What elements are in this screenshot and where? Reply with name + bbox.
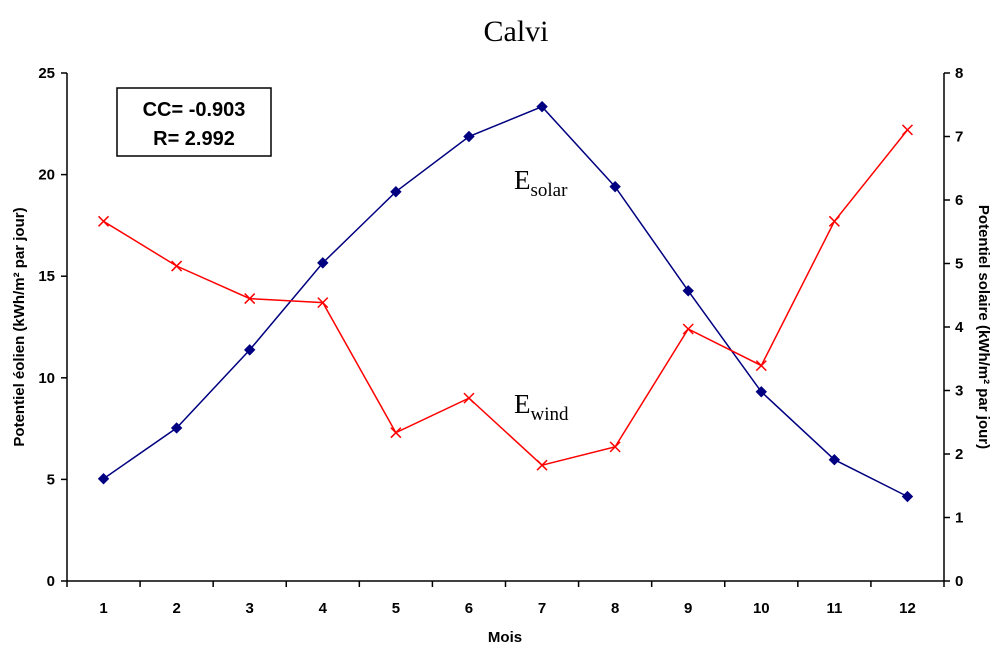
y-left-tick-label: 15 xyxy=(38,268,55,285)
series-layer xyxy=(97,100,914,503)
y-left-tick-label: 10 xyxy=(38,370,55,387)
series-annotation-solar-main: E xyxy=(514,165,531,195)
x-tick-label: 1 xyxy=(99,600,107,617)
data-point-solar xyxy=(828,454,841,466)
annotation-box: CC= -0.903 R= 2.992 xyxy=(116,87,272,157)
y-left-tick-label: 20 xyxy=(38,167,55,184)
data-point-solar xyxy=(609,180,621,193)
data-point-wind xyxy=(390,427,402,439)
x-tick-label: 9 xyxy=(684,600,692,617)
y-axis-left-label: Potentiel éolien (kWh/m² par jour) xyxy=(11,207,28,446)
annotation-cc: CC= -0.903 xyxy=(143,99,246,121)
x-tick-label: 3 xyxy=(246,600,254,617)
y-right-tick-label: 1 xyxy=(955,510,963,527)
data-point-solar xyxy=(682,285,694,297)
x-tick-label: 8 xyxy=(611,600,619,617)
y-axis-right-label: Potentiel solaire (kWh/m² par jour) xyxy=(975,205,992,449)
data-point-solar xyxy=(463,130,475,143)
y-right-tick-label: 5 xyxy=(955,256,963,273)
y-right-tick-label: 8 xyxy=(955,65,963,82)
y-right-tick-label: 3 xyxy=(955,383,963,400)
y-right-tick-label: 7 xyxy=(955,129,963,146)
x-tick-label: 5 xyxy=(392,600,400,617)
data-point-wind xyxy=(609,441,621,453)
x-tick-label: 7 xyxy=(538,600,546,617)
y-right-tick-label: 4 xyxy=(955,319,964,336)
y-left-tick-label: 0 xyxy=(47,573,55,590)
series-annotation-wind: Ewind xyxy=(514,389,569,425)
data-point-wind xyxy=(755,360,767,372)
series-line-wind xyxy=(103,129,909,467)
data-point-wind xyxy=(901,124,913,136)
data-point-wind xyxy=(463,392,475,404)
data-point-wind xyxy=(682,323,694,335)
data-point-solar xyxy=(244,344,256,356)
data-point-wind xyxy=(171,260,183,272)
y-right-tick-label: 6 xyxy=(955,192,963,209)
x-tick-label: 10 xyxy=(753,600,770,617)
x-tick-label: 12 xyxy=(899,600,916,617)
annotation-box-frame xyxy=(116,87,272,157)
x-tick-label: 6 xyxy=(465,600,473,617)
series-annotation-wind-main: E xyxy=(514,389,531,419)
data-point-wind xyxy=(536,459,548,471)
annotation-r: R= 2.992 xyxy=(153,128,235,150)
data-point-solar xyxy=(536,100,548,113)
y-right-tick-label: 2 xyxy=(955,446,963,463)
data-point-solar xyxy=(170,422,183,434)
data-point-solar xyxy=(317,257,329,269)
data-point-solar xyxy=(390,186,402,198)
x-axis-label: Mois xyxy=(488,629,522,646)
data-point-wind xyxy=(244,293,256,305)
x-tick-label: 4 xyxy=(319,600,328,617)
data-point-solar xyxy=(97,473,110,485)
series-annotation-solar: Esolar xyxy=(514,165,568,201)
data-point-wind xyxy=(98,215,110,227)
series-annotation-wind-sub: wind xyxy=(531,404,570,425)
y-right-tick-label: 0 xyxy=(955,573,963,590)
ticks xyxy=(61,72,950,587)
x-tick-label: 2 xyxy=(172,600,180,617)
data-point-solar xyxy=(901,490,914,503)
x-tick-label: 11 xyxy=(826,600,842,617)
series-line-solar xyxy=(103,105,908,498)
y-left-tick-label: 5 xyxy=(47,471,55,488)
data-point-solar xyxy=(755,386,767,398)
chart-title: Calvi xyxy=(484,15,549,48)
y-left-tick-label: 25 xyxy=(38,65,55,82)
data-point-wind xyxy=(828,215,840,227)
data-point-wind xyxy=(317,297,329,309)
series-annotation-solar-sub: solar xyxy=(531,180,569,201)
